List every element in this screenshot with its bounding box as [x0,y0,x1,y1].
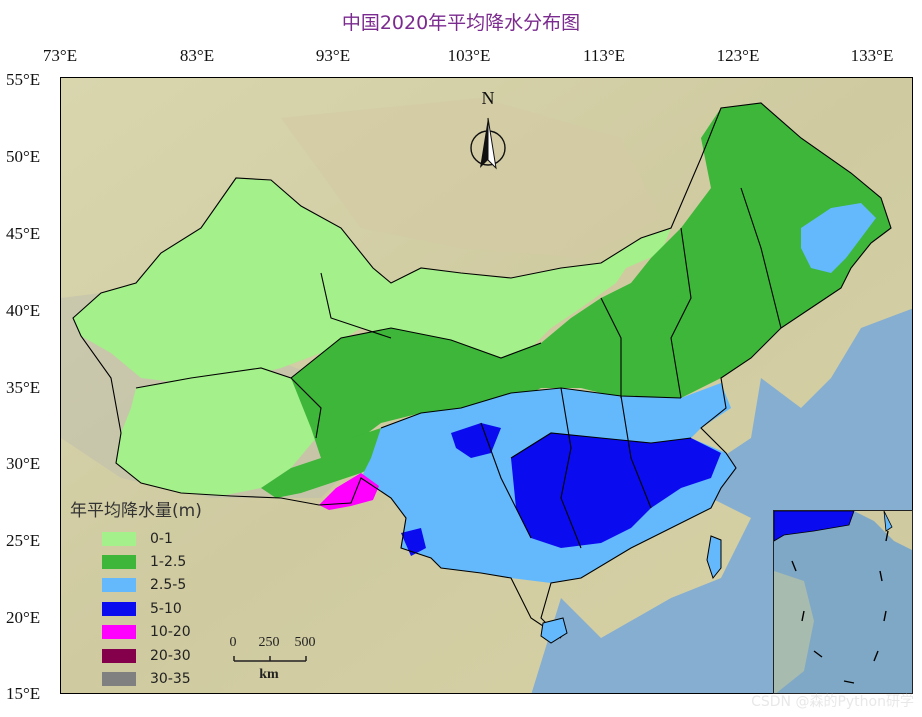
taiwan-island [706,535,722,580]
legend-item: 5-10 [70,597,202,620]
legend-item: 2.5-5 [70,574,202,597]
north-arrow: N [466,88,510,174]
scalebar: 0 250 500 km [224,633,316,685]
lon-label: 123°E [716,46,760,65]
legend-swatch [102,601,136,616]
north-arrow-icon [470,117,506,170]
north-letter: N [481,88,495,108]
legend-label: 10-20 [150,624,191,641]
lat-label: 40°E [6,301,41,320]
watermark: CSDN @森的Python研学 [751,694,914,710]
lat-label: 55°E [6,70,41,89]
zone-1-2.5-south-tibet [261,428,391,498]
scalebar-tick: 250 [258,635,280,650]
legend-item: 20-30 [70,644,202,667]
scalebar-tick: 0 [229,635,237,650]
legend-label: 5-10 [150,600,182,617]
lat-label: 50°E [6,147,41,166]
province-borders [72,102,892,639]
zone-1-2.5 [291,103,891,463]
map-frame [60,77,913,694]
legend-swatch [102,531,136,546]
zone-5-10-yunnan [401,528,426,556]
legend: 年平均降水量(m) 0-1 1-2.5 2.5-5 5-10 10-20 20-… [70,496,202,691]
map-title: 中国2020年平均降水分布图 [341,12,581,34]
legend-item: 1-2.5 [70,550,202,573]
lat-label: 30°E [6,454,41,473]
legend-label: 20-30 [150,647,191,664]
inset-map [774,511,912,693]
legend-swatch [102,625,136,640]
lon-label: 83°E [179,46,215,65]
scalebar-tick: 500 [294,635,316,650]
zone-2.5-5-northeast [801,203,876,273]
south-china-sea-inset [773,510,913,694]
lon-label: 73°E [42,46,78,65]
legend-label: 0-1 [150,530,173,547]
scalebar-unit: km [259,667,279,682]
lat-label: 15°E [6,684,41,703]
legend-swatch [102,648,136,663]
hainan-island [540,617,568,644]
legend-item: 30-35 [70,667,202,690]
legend-item: 0-1 [70,527,202,550]
scalebar-line [233,656,307,662]
lat-label: 45°E [6,224,41,243]
legend-swatch [102,555,136,570]
legend-label: 1-2.5 [150,554,187,571]
lon-label: 93°E [315,46,351,65]
legend-label: 30-35 [150,671,191,688]
legend-swatch [102,578,136,593]
precipitation-map [61,78,912,693]
legend-item: 10-20 [70,621,202,644]
zone-5-10 [511,433,721,548]
lon-label: 113°E [582,46,626,65]
lon-label: 133°E [850,46,894,65]
zone-10-20 [319,473,379,510]
mongolia-shading [281,98,661,258]
legend-swatch [102,672,136,687]
lon-label: 103°E [447,46,491,65]
zone-5-10-sichuan [451,423,501,458]
zone-0-1 [73,178,671,383]
lat-label: 35°E [6,378,41,397]
lat-label: 25°E [6,531,41,550]
legend-title: 年平均降水量(m) [70,501,202,521]
legend-label: 2.5-5 [150,577,187,594]
zone-0-1-tibet [116,368,321,496]
lat-label: 20°E [6,608,41,627]
